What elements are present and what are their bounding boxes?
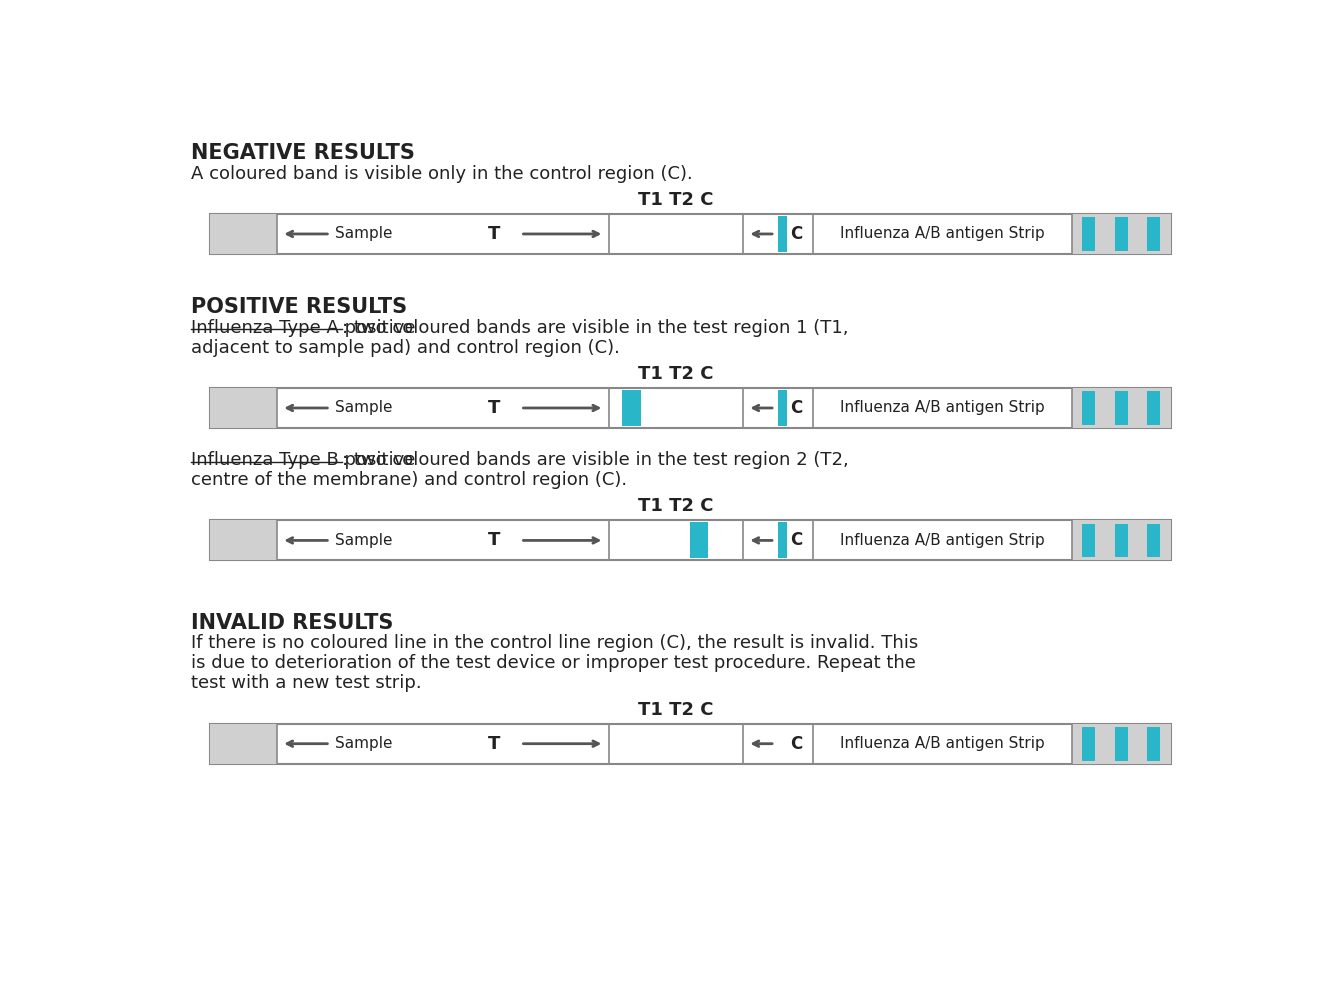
- Bar: [1072, 214, 1171, 254]
- Text: is due to deterioration of the test device or improper test procedure. Repeat th: is due to deterioration of the test devi…: [190, 654, 915, 672]
- Bar: [1147, 217, 1160, 251]
- Text: T: T: [488, 399, 500, 417]
- Text: Influenza Type A positive: Influenza Type A positive: [190, 319, 415, 337]
- Bar: [1115, 217, 1127, 251]
- Text: POSITIVE RESULTS: POSITIVE RESULTS: [190, 297, 407, 317]
- Text: Influenza A/B antigen Strip: Influenza A/B antigen Strip: [840, 226, 1045, 241]
- Bar: [210, 388, 1171, 428]
- Text: INVALID RESULTS: INVALID RESULTS: [190, 613, 393, 633]
- Text: T: T: [488, 225, 500, 243]
- Bar: [1115, 391, 1127, 425]
- Text: Sample: Sample: [335, 736, 393, 751]
- Text: adjacent to sample pad) and control region (C).: adjacent to sample pad) and control regi…: [190, 339, 619, 357]
- Text: test with a new test strip.: test with a new test strip.: [190, 674, 421, 692]
- Text: T: T: [488, 735, 500, 753]
- Text: A coloured band is visible only in the control region (C).: A coloured band is visible only in the c…: [190, 165, 693, 183]
- Bar: [210, 214, 277, 254]
- Bar: [210, 520, 1171, 560]
- Text: T1 T2 C: T1 T2 C: [638, 701, 714, 719]
- Text: Influenza A/B antigen Strip: Influenza A/B antigen Strip: [840, 736, 1045, 751]
- Bar: [1072, 520, 1171, 560]
- Text: Sample: Sample: [335, 400, 393, 415]
- Bar: [1081, 391, 1095, 425]
- Bar: [1081, 524, 1095, 557]
- Text: T1 T2 C: T1 T2 C: [638, 497, 714, 515]
- Bar: [210, 724, 277, 764]
- Bar: [1147, 727, 1160, 761]
- Bar: [1072, 388, 1171, 428]
- Text: Influenza A/B antigen Strip: Influenza A/B antigen Strip: [840, 533, 1045, 548]
- Bar: [622, 390, 642, 426]
- Text: T1 T2 C: T1 T2 C: [638, 191, 714, 209]
- Bar: [779, 390, 787, 426]
- Bar: [1147, 524, 1160, 557]
- Bar: [1081, 217, 1095, 251]
- Text: Influenza A/B antigen Strip: Influenza A/B antigen Strip: [840, 400, 1045, 415]
- Text: If there is no coloured line in the control line region (C), the result is inval: If there is no coloured line in the cont…: [190, 634, 918, 652]
- Text: C: C: [791, 735, 803, 753]
- Text: C: C: [791, 531, 803, 549]
- Text: NEGATIVE RESULTS: NEGATIVE RESULTS: [190, 143, 414, 163]
- Text: Influenza Type B positive: Influenza Type B positive: [190, 451, 415, 469]
- Text: C: C: [791, 225, 803, 243]
- Text: Sample: Sample: [335, 226, 393, 241]
- Bar: [210, 388, 277, 428]
- Text: T: T: [488, 531, 500, 549]
- Text: : two coloured bands are visible in the test region 1 (T1,: : two coloured bands are visible in the …: [342, 319, 848, 337]
- Bar: [1147, 391, 1160, 425]
- Bar: [210, 724, 1171, 764]
- Bar: [210, 214, 1171, 254]
- Text: C: C: [791, 399, 803, 417]
- Bar: [1072, 724, 1171, 764]
- Text: Sample: Sample: [335, 533, 393, 548]
- Bar: [1081, 727, 1095, 761]
- Text: centre of the membrane) and control region (C).: centre of the membrane) and control regi…: [190, 471, 627, 489]
- Bar: [1115, 727, 1127, 761]
- Text: T1 T2 C: T1 T2 C: [638, 365, 714, 383]
- Bar: [779, 522, 787, 558]
- Text: : two coloured bands are visible in the test region 2 (T2,: : two coloured bands are visible in the …: [342, 451, 848, 469]
- Bar: [1115, 524, 1127, 557]
- Bar: [690, 522, 709, 558]
- Bar: [779, 216, 787, 252]
- Bar: [210, 520, 277, 560]
